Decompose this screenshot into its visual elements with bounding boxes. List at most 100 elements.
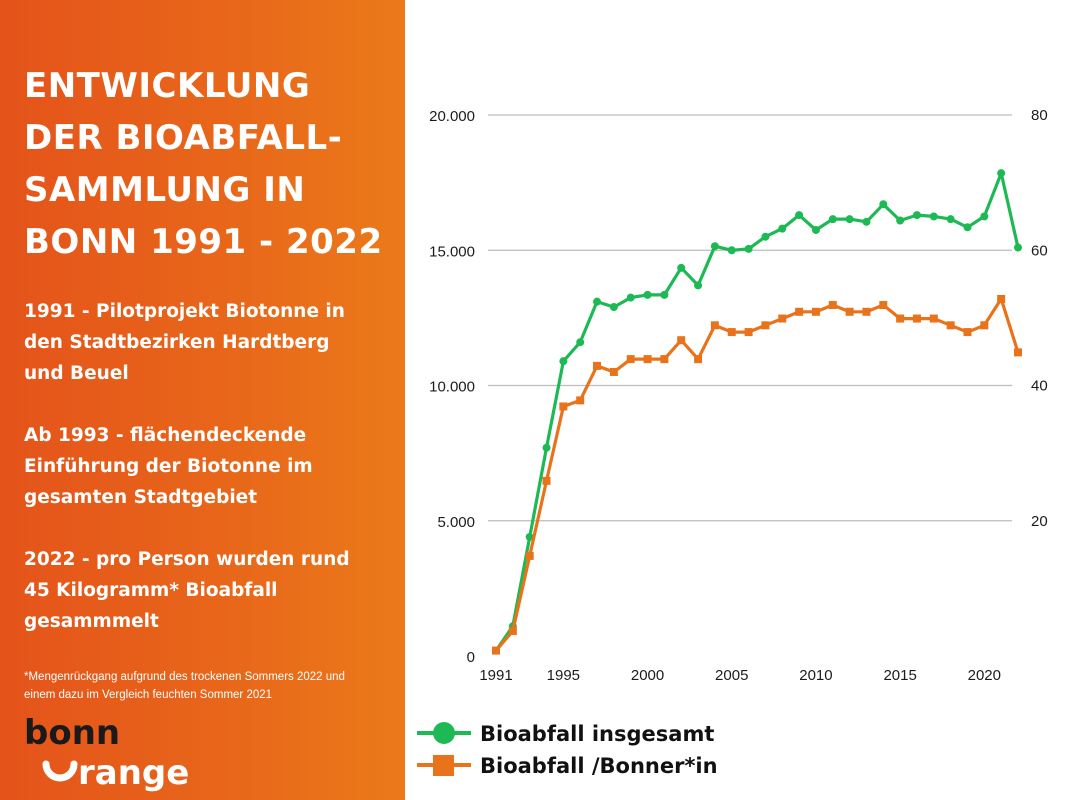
paragraph-line: Einführung der Biotonne im xyxy=(24,456,313,477)
data-point-total xyxy=(946,215,955,224)
data-point-per-person xyxy=(609,367,618,376)
bonn-orange-logo: bonn range xyxy=(24,713,189,792)
paragraph-line: Ab 1993 - flächendeckende xyxy=(24,425,307,446)
info-paragraph-2022: 2022 - pro Person wurden rund 45 Kilogra… xyxy=(24,544,394,637)
data-point-per-person xyxy=(492,646,500,655)
data-point-total xyxy=(694,281,703,290)
data-point-total xyxy=(778,224,787,233)
y-right-tick-label: 40 xyxy=(1031,378,1048,395)
data-point-total xyxy=(828,215,837,224)
paragraph-line: und Beuel xyxy=(24,363,129,384)
data-point-per-person xyxy=(761,321,770,330)
data-point-per-person xyxy=(795,307,804,316)
x-tick-label: 2015 xyxy=(883,667,916,684)
paragraph-line: gesamten Stadtgebiet xyxy=(24,487,258,508)
data-point-total xyxy=(727,246,736,255)
data-point-per-person xyxy=(862,307,871,316)
data-point-total xyxy=(609,303,618,312)
data-point-per-person xyxy=(660,355,669,364)
data-point-per-person xyxy=(508,626,517,635)
footnote: *Mengenrückgang aufgrund des trockenen S… xyxy=(24,668,394,704)
data-point-per-person xyxy=(710,321,719,330)
footnote-line: *Mengenrückgang aufgrund des trockenen S… xyxy=(24,671,345,683)
data-point-total xyxy=(963,223,972,232)
data-point-per-person xyxy=(778,314,787,323)
legend-label: Bioabfall insgesamt xyxy=(480,722,714,746)
data-point-per-person xyxy=(997,294,1006,303)
data-point-per-person xyxy=(896,314,905,323)
title-line: SAMMLUNG IN xyxy=(24,170,306,210)
y-right-tick-label: 60 xyxy=(1031,242,1048,259)
y-left-tick-label: 5.000 xyxy=(437,514,475,531)
legend-label: Bioabfall /Bonner*in xyxy=(480,754,718,778)
y-left-tick-label: 20.000 xyxy=(429,108,475,125)
data-point-total xyxy=(795,211,804,220)
footnote-line: einem dazu im Vergleich feuchten Sommer … xyxy=(24,689,273,701)
data-point-total xyxy=(845,215,854,224)
data-point-total xyxy=(997,169,1006,178)
x-tick-label: 1995 xyxy=(547,667,580,684)
data-point-per-person xyxy=(963,328,972,337)
paragraph-line: 45 Kilogramm* Bioabfall xyxy=(24,580,278,601)
data-point-per-person xyxy=(643,355,652,364)
series-line-total xyxy=(494,171,1020,652)
data-point-per-person xyxy=(727,328,736,337)
title-line: BONN 1991 - 2022 xyxy=(24,222,383,262)
data-point-per-person xyxy=(845,307,854,316)
data-point-per-person xyxy=(694,355,703,364)
paragraph-line: 2022 - pro Person wurden rund xyxy=(24,549,350,570)
data-point-total xyxy=(525,532,534,541)
data-point-per-person xyxy=(811,307,820,316)
data-point-total xyxy=(710,242,719,251)
data-point-total xyxy=(896,216,905,225)
data-point-per-person xyxy=(744,328,753,337)
data-point-per-person xyxy=(576,396,585,405)
logo-text-range: range xyxy=(78,753,189,792)
bioabfall-line-chart: 0 5.000 10.000 15.000 20.000 20 40 60 80 1991 1995… xyxy=(417,107,1048,778)
logo-o-arc-icon xyxy=(42,760,78,782)
data-point-total xyxy=(593,297,602,306)
page-title: ENTWICKLUNG DER BIOABFALL- SAMMLUNG IN B… xyxy=(24,60,399,268)
data-point-per-person xyxy=(1014,348,1022,357)
data-point-total xyxy=(912,211,921,220)
y-left-tick-label: 0 xyxy=(467,649,475,666)
data-point-total xyxy=(677,263,686,272)
data-point-total xyxy=(542,443,551,452)
data-point-per-person xyxy=(929,314,938,323)
x-tick-label: 2000 xyxy=(631,667,664,684)
data-point-per-person xyxy=(593,361,602,370)
data-point-total xyxy=(862,217,871,226)
x-tick-label: 2005 xyxy=(715,667,748,684)
data-point-per-person xyxy=(542,476,551,485)
paragraph-line: den Stadtbezirken Hardtberg xyxy=(24,332,330,353)
data-point-total xyxy=(761,232,770,241)
data-point-total xyxy=(980,212,989,221)
info-paragraph-1993: Ab 1993 - flächendeckende Einführung der… xyxy=(24,420,394,513)
y-right-tick-label: 20 xyxy=(1031,513,1048,530)
data-point-per-person xyxy=(559,402,568,411)
data-point-total xyxy=(643,290,652,299)
y-left-tick-label: 15.000 xyxy=(429,243,475,260)
logo-text-bonn: bonn xyxy=(24,713,120,753)
legend-circle-icon xyxy=(433,722,455,744)
title-line: ENTWICKLUNG xyxy=(24,66,311,106)
info-panel: ENTWICKLUNG DER BIOABFALL- SAMMLUNG IN B… xyxy=(0,0,405,800)
data-point-total xyxy=(811,225,820,234)
data-point-per-person xyxy=(879,301,888,310)
data-point-per-person xyxy=(828,301,837,310)
data-point-total xyxy=(1014,243,1022,252)
info-paragraph-1991: 1991 - Pilotprojekt Biotonne in den Stad… xyxy=(24,296,394,389)
data-point-total xyxy=(626,293,635,302)
x-tick-label: 2020 xyxy=(968,667,1001,684)
series-line-per-person xyxy=(494,297,1020,652)
data-point-total xyxy=(576,338,585,347)
data-point-total xyxy=(559,357,568,366)
y-left-tick-label: 10.000 xyxy=(429,379,475,396)
legend-square-icon xyxy=(433,755,454,776)
title-line: DER BIOABFALL- xyxy=(24,118,343,158)
x-tick-label: 1991 xyxy=(479,667,512,684)
data-point-total xyxy=(879,200,888,209)
data-point-total xyxy=(744,244,753,253)
paragraph-line: gesammmelt xyxy=(24,611,159,632)
data-point-total xyxy=(660,290,669,299)
